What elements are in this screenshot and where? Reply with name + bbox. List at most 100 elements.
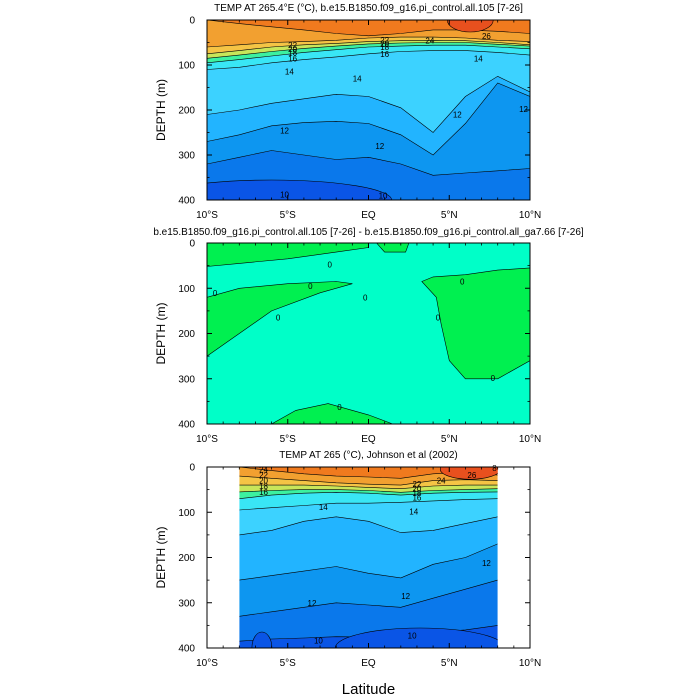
contour-label-text: 16: [259, 488, 268, 497]
contour-label-text: 24: [425, 36, 434, 45]
contour-label-text: 24: [259, 466, 268, 475]
contour-label: 0: [337, 403, 342, 412]
contour-label: 0: [308, 282, 313, 291]
contour-label: 26: [482, 32, 491, 41]
contour-label-text: 12: [482, 559, 491, 568]
contour-label-text: 22: [380, 36, 389, 45]
isotherm-t14: [239, 498, 498, 511]
y-tick-label: 0: [189, 463, 195, 474]
y-axis-label: DEPTH (m): [154, 303, 168, 365]
contour-label-text: 18: [380, 43, 389, 52]
contour-label-text: 18: [288, 48, 297, 57]
contour-label: 26: [467, 471, 476, 480]
temp-band-t11_12: [207, 83, 530, 176]
isotherm-t18: [207, 42, 530, 59]
y-tick-label: 200: [178, 553, 195, 564]
panel-2-axes: 10°S 5°S EQ 5°N 10°N 0 100 200 300 400 b.e15.B1850…: [153, 227, 584, 445]
contour-label-text: 26: [482, 32, 491, 41]
isotherm-t16: [207, 44, 530, 64]
isotherm-t14: [207, 50, 530, 70]
contour-label: 20: [288, 45, 297, 54]
contour-label-text: 14: [285, 67, 294, 76]
contour-label: 12: [308, 599, 317, 608]
y-tick-label: 400: [178, 196, 195, 207]
contour-label-text: 0: [491, 374, 496, 383]
diff-positive-region: [270, 403, 393, 424]
contour-label: 16: [380, 50, 389, 59]
contour-label-text: 14: [409, 507, 418, 516]
contour-label: 24: [437, 477, 446, 486]
contour-label-text: 0: [276, 314, 281, 323]
x-tick-label: 5°S: [280, 434, 297, 445]
y-tick-label: 300: [178, 598, 195, 609]
y-tick-label: 200: [178, 329, 195, 340]
cold-deep-patch: [251, 631, 273, 648]
contour-label-text: 24: [437, 477, 446, 486]
contour-label: 20: [412, 485, 421, 494]
contour-label: 16: [259, 488, 268, 497]
contour-label-text: 20: [380, 39, 389, 48]
y-tick-label: 300: [178, 151, 195, 162]
x-tick-label: EQ: [361, 434, 376, 445]
x-tick-label: 10°N: [519, 434, 541, 445]
contour-label-text: 20: [412, 485, 421, 494]
contour-label-text: 12: [375, 142, 384, 151]
y-tick-label: 100: [178, 61, 195, 72]
contour-label-text: 12: [401, 592, 410, 601]
isotherm-t16: [239, 491, 498, 499]
x-tick-label: 10°N: [519, 658, 541, 669]
contour-label: 24: [425, 36, 434, 45]
y-tick-label: 200: [178, 106, 195, 117]
contour-label-text: 16: [288, 55, 297, 64]
panel-title: TEMP AT 265 (°C), Johnson et al (2002): [279, 450, 458, 461]
contour-label: 22: [288, 41, 297, 50]
x-tick-label: 5°N: [441, 658, 458, 669]
contour-label-text: 0: [337, 403, 342, 412]
warm-core-patch: [446, 20, 494, 33]
contour-label-text: 12: [280, 127, 289, 136]
panel-title: TEMP AT 265.4°E (°C), b.e15.B1850.f09_g1…: [214, 3, 523, 14]
y-tick-label: 0: [189, 16, 195, 27]
contour-label: 12: [519, 105, 528, 114]
isotherm-t22: [207, 36, 530, 48]
isotherm-t13: [207, 75, 530, 133]
contour-label-text: 22: [412, 480, 421, 489]
contour-label-text: 14: [319, 503, 328, 512]
contour-label: 12: [280, 127, 289, 136]
panel-title: b.e15.B1850.f09_g16.pi_control.all.105 […: [153, 227, 584, 238]
contour-label-text: 10: [408, 631, 417, 640]
cold-deep-patch: [334, 627, 498, 648]
contour-label-text: 16: [412, 493, 421, 502]
y-tick-label: 0: [189, 239, 195, 250]
temp-band-t12_13: [207, 76, 530, 155]
x-tick-label: 5°N: [441, 210, 458, 221]
panel-1-axes: 10°S 5°S EQ 5°N 10°N 0 100 200 300 400 TEMP AT 265…: [154, 3, 541, 221]
contour-label-text: 14: [474, 54, 483, 63]
temp-band-t22_24: [207, 20, 530, 47]
y-axis-label: DEPTH (m): [154, 527, 168, 589]
contour-label-text: 0: [328, 261, 333, 270]
x-tick-label: 10°S: [196, 658, 218, 669]
contour-label-text: 12: [519, 105, 528, 114]
contour-label: 12: [453, 111, 462, 120]
contour-label: 22: [412, 480, 421, 489]
contour-label-text: 0: [308, 282, 313, 291]
contour-label-text: 10: [314, 636, 323, 645]
x-tick-label: 5°S: [280, 210, 297, 221]
contour-label: 10: [379, 192, 388, 201]
temp-band-t13_14: [207, 50, 530, 133]
y-tick-label: 400: [178, 644, 195, 655]
contour-label: 0: [491, 374, 496, 383]
contour-label-text: 12: [308, 599, 317, 608]
contour-label: 18: [288, 48, 297, 57]
contour-label-text: 0: [363, 293, 368, 302]
contour-label: 20: [380, 39, 389, 48]
contour-label: 16: [412, 493, 421, 502]
panel-2-plot: [207, 243, 530, 424]
x-axis-label: Latitude: [342, 681, 395, 698]
contour-label: 12: [482, 559, 491, 568]
contour-label: 0: [213, 289, 218, 298]
